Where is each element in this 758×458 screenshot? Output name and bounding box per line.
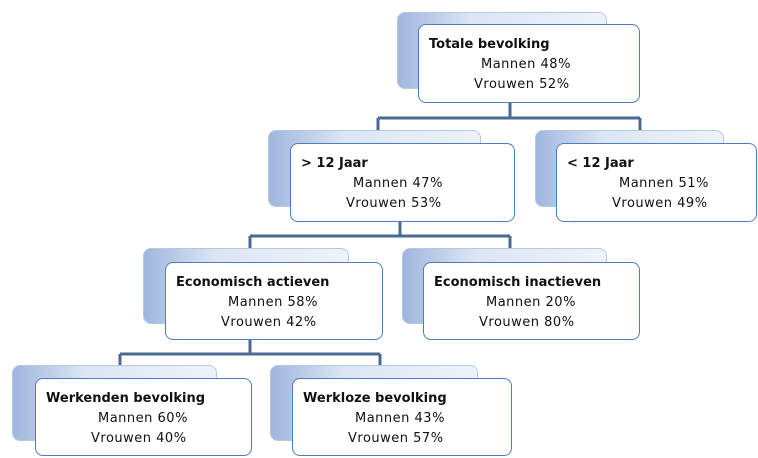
node-line: Vrouwen 57% (348, 431, 444, 446)
node-line: Vrouwen 49% (612, 196, 708, 211)
node-line: Vrouwen 42% (221, 315, 317, 330)
node: Totale bevolking Mannen 48% Vrouwen 52% (418, 24, 640, 103)
node-title: > 12 Jaar (301, 156, 368, 171)
node-line: Mannen 47% (353, 176, 443, 191)
node-title: Economisch actieven (176, 275, 330, 290)
connector (118, 340, 382, 378)
node: Economisch inactieven Mannen 20% Vrouwen 8… (423, 262, 640, 340)
node: > 12 Jaar Mannen 47% Vrouwen 53% (290, 143, 515, 222)
node-line: Vrouwen 53% (346, 196, 442, 211)
node-line: Mannen 20% (486, 295, 576, 310)
node-title: Werkenden bevolking (46, 391, 206, 406)
node-title: < 12 Jaar (567, 156, 634, 171)
node-line: Mannen 43% (355, 411, 445, 426)
node-line: Mannen 58% (228, 295, 318, 310)
node: Economisch actieven Mannen 58% Vrouwen 42% (165, 262, 383, 340)
node-title: Totale bevolking (429, 37, 550, 52)
connector (376, 103, 642, 143)
node-line: Vrouwen 52% (474, 77, 570, 92)
connector (248, 222, 512, 262)
node-line: Vrouwen 80% (479, 315, 575, 330)
node-title: Werkloze bevolking (303, 391, 447, 406)
node-line: Mannen 51% (619, 176, 709, 191)
node: Werkloze bevolking Mannen 43% Vrouwen 57% (292, 378, 512, 456)
node: Werkenden bevolking Mannen 60% Vrouwen 40% (35, 378, 252, 456)
node-line: Vrouwen 40% (91, 431, 187, 446)
node-title: Economisch inactieven (434, 275, 602, 290)
node-line: Mannen 48% (481, 57, 571, 72)
node-line: Mannen 60% (98, 411, 188, 426)
node: < 12 Jaar Mannen 51% Vrouwen 49% (556, 143, 757, 222)
